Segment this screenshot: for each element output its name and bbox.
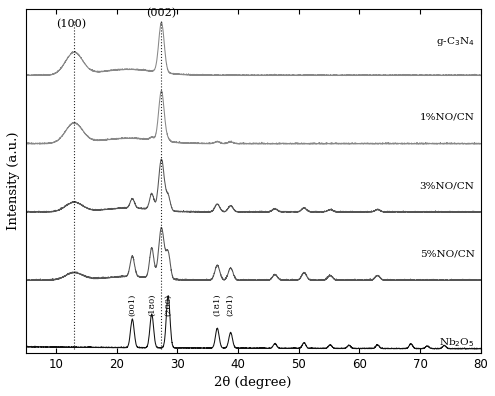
Text: (002): (002) bbox=[147, 8, 177, 18]
Text: (001): (001) bbox=[128, 293, 136, 316]
Text: (181): (181) bbox=[213, 293, 221, 316]
X-axis label: 2θ (degree): 2θ (degree) bbox=[214, 376, 292, 389]
Text: (200): (200) bbox=[164, 294, 172, 316]
Y-axis label: Intensity (a.u.): Intensity (a.u.) bbox=[7, 131, 20, 230]
Text: (100): (100) bbox=[56, 19, 86, 29]
Text: 5%NO/CN: 5%NO/CN bbox=[420, 249, 475, 259]
Text: (180): (180) bbox=[148, 293, 156, 316]
Text: Nb$_2$O$_5$: Nb$_2$O$_5$ bbox=[440, 336, 475, 349]
Text: 3%NO/CN: 3%NO/CN bbox=[420, 181, 475, 190]
Text: (201): (201) bbox=[227, 293, 235, 316]
Text: g-C$_3$N$_4$: g-C$_3$N$_4$ bbox=[436, 35, 475, 48]
Text: 1%NO/CN: 1%NO/CN bbox=[420, 113, 475, 122]
